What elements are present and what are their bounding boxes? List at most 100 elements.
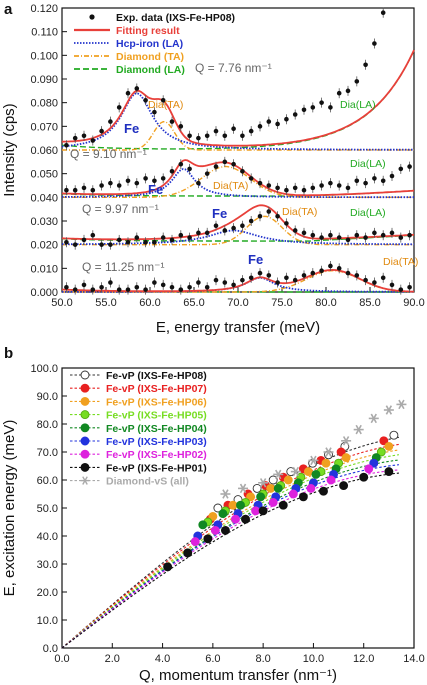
data-point: [64, 240, 69, 245]
data-point: [187, 235, 192, 240]
y-tick-label: 80.0: [37, 419, 58, 431]
asterisk-stroke: [82, 476, 88, 485]
series-point: [376, 447, 386, 457]
data-point: [363, 62, 368, 68]
data-point: [354, 232, 360, 238]
data-point: [134, 284, 140, 290]
series-point: [241, 514, 250, 524]
data-point: [380, 10, 386, 16]
x-tick-label: 12.0: [353, 653, 374, 665]
data-point: [169, 284, 175, 290]
series-point: [369, 458, 379, 468]
series-point: [326, 475, 336, 485]
data-point: [108, 180, 113, 186]
legend-symbol: [89, 14, 95, 20]
data-point: [143, 98, 148, 103]
data-point: [116, 183, 122, 188]
data-point: [248, 128, 254, 134]
x-tick-label: 55.0: [95, 297, 116, 309]
fe-label: Fe: [248, 252, 263, 267]
data-point: [222, 159, 228, 165]
diamond-asterisk-point: [383, 405, 394, 415]
diamond-asterisk-point: [258, 478, 269, 488]
asterisk-stroke: [222, 489, 229, 499]
data-point: [310, 270, 316, 276]
data-point: [160, 282, 166, 288]
series-point: [319, 486, 328, 496]
data-point: [266, 183, 272, 188]
data-point: [372, 280, 377, 285]
data-point: [196, 135, 201, 141]
data-point: [398, 287, 404, 292]
data-point: [257, 180, 263, 186]
data-point: [284, 275, 289, 281]
data-point: [389, 282, 395, 288]
data-point: [134, 235, 140, 240]
data-point: [90, 138, 96, 143]
fe-label: Fe: [212, 206, 227, 221]
data-point: [72, 135, 78, 141]
data-point: [380, 275, 386, 281]
data-point: [231, 126, 236, 131]
data-point: [81, 133, 87, 139]
legend-label: Fe-vP (IXS-Fe-HP01): [106, 462, 207, 474]
data-point: [222, 280, 228, 285]
panel-a-curves: [61, 49, 415, 293]
diamond-asterisk-point: [368, 413, 379, 424]
series-point: [303, 467, 313, 477]
data-point: [328, 180, 333, 186]
data-point: [354, 178, 360, 184]
legend-label: Exp. data (IXS-Fe-HP08): [116, 12, 235, 24]
legend-label: Hcp-iron (LA): [116, 38, 183, 50]
data-point: [336, 235, 342, 240]
data-point: [125, 90, 131, 96]
x-tick-label: 8.0: [255, 653, 270, 665]
data-point: [319, 100, 324, 105]
data-point: [380, 178, 386, 184]
panel-a-xlabel: E, energy transfer (meV): [156, 319, 320, 336]
legend-marker: [80, 396, 90, 406]
data-point: [407, 232, 412, 238]
dispersion-fit-curve: [61, 454, 399, 649]
data-point: [178, 232, 184, 238]
data-point: [204, 230, 210, 236]
x-tick-label: 4.0: [155, 653, 170, 665]
data-point: [72, 287, 78, 292]
data-point: [284, 116, 289, 122]
data-point: [143, 287, 148, 292]
data-point: [99, 183, 104, 188]
series-point: [220, 525, 230, 535]
data-point: [336, 183, 342, 188]
data-point: [407, 164, 412, 169]
y-tick-label: 90.0: [37, 391, 58, 403]
data-point: [336, 90, 342, 96]
data-point: [187, 133, 192, 139]
panel-b-ticks: 0.0 2.0 4.0 6.0 8.0 10.0 12.0 14.0 0.0 10.0 20.0 30…: [30, 363, 424, 665]
series-point: [341, 453, 351, 463]
y-tick-label: 100.0: [30, 363, 58, 375]
series-point: [364, 464, 374, 474]
series-point: [236, 500, 245, 510]
series-point: [359, 472, 369, 482]
series-point: [389, 430, 399, 440]
panel-a-points: [64, 7, 412, 295]
legend-label: Diamond (TA): [116, 51, 184, 63]
data-point: [160, 176, 166, 181]
data-point: [354, 79, 360, 84]
data-point: [81, 185, 87, 191]
data-point: [292, 277, 298, 283]
data-point: [407, 284, 412, 290]
asterisk-stroke: [310, 455, 317, 466]
x-tick-label: 85.0: [359, 297, 380, 309]
y-tick-label: 0.060: [30, 145, 58, 157]
diamond-ta-curve: [62, 165, 414, 198]
data-point: [257, 124, 263, 129]
data-point: [275, 121, 280, 127]
legend-marker: [80, 449, 90, 459]
q-label: Q = 11.25 nm⁻¹: [82, 260, 164, 274]
diamond-asterisk-point: [238, 483, 249, 494]
data-point: [196, 180, 201, 186]
series-point: [268, 497, 278, 507]
asterisk-stroke: [239, 483, 247, 494]
data-point: [292, 112, 298, 117]
